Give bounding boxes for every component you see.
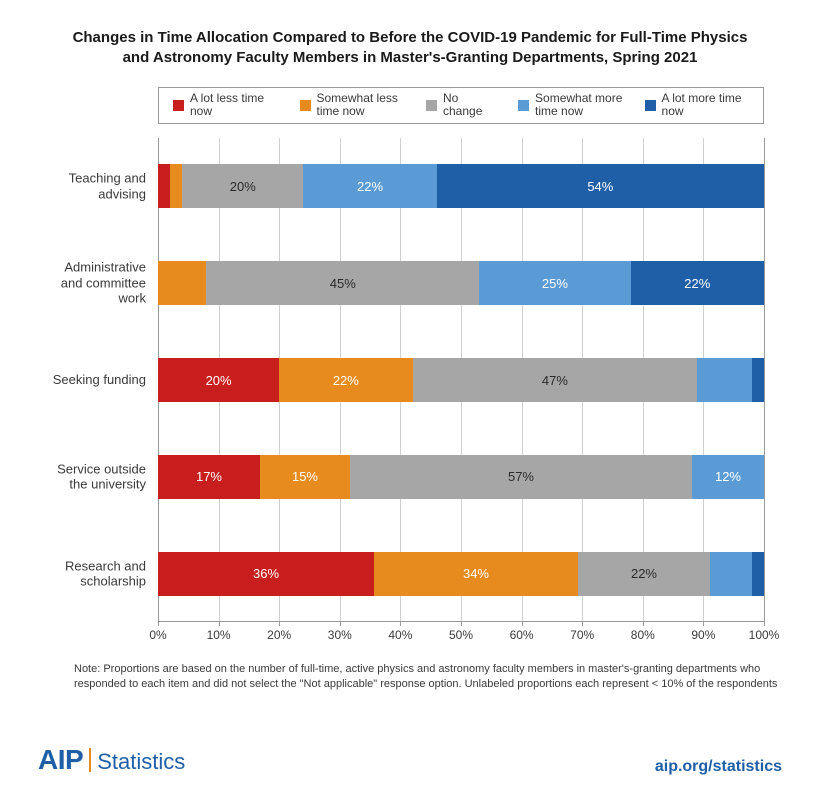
stacked-bar: 17%15%57%12% [158,455,764,499]
legend-label: A lot more time now [662,92,750,120]
x-tick-label: 80% [631,628,655,642]
stacked-bar: 45%25%22% [158,261,764,305]
category-labels-column: Teaching and advising Administrative and … [48,138,158,622]
stacked-bar: 20%22%54% [158,164,764,208]
bar-segment: 22% [578,552,710,596]
figure-container: Changes in Time Allocation Compared to B… [0,0,820,802]
x-tick-label: 50% [449,628,473,642]
legend-item: Somewhat more time now [518,92,623,120]
legend-item: A lot less time now [173,92,278,120]
x-tick-label: 20% [267,628,291,642]
footnote: Note: Proportions are based on the numbe… [74,662,782,692]
bar-segment: 15% [260,455,350,499]
bar-segment: 47% [413,358,698,402]
bars-layer: 20%22%54%45%25%22%20%22%47%17%15%57%12%3… [158,138,764,622]
legend-label: Somewhat more time now [535,92,623,120]
logo-statistics-text: Statistics [97,749,185,775]
x-tick-label: 90% [691,628,715,642]
bar-segment [752,552,764,596]
legend-item: No change [426,92,496,120]
bar-segment [710,552,752,596]
chart-title: Changes in Time Allocation Compared to B… [60,28,760,69]
x-tickmark [219,622,220,626]
x-tickmark [703,622,704,626]
x-tickmark [158,622,159,626]
x-tickmark [643,622,644,626]
category-label: Research and scholarship [48,558,146,589]
bar-segment: 22% [279,358,412,402]
plot-area: 20%22%54%45%25%22%20%22%47%17%15%57%12%3… [158,138,764,622]
chart-area: A lot less time now Somewhat less time no… [48,87,782,649]
footer: AIP Statistics aip.org/statistics [38,744,782,776]
x-tickmark [340,622,341,626]
legend-item: A lot more time now [645,92,750,120]
bar-segment: 20% [158,358,279,402]
legend-label: Somewhat less time now [317,92,405,120]
bar-segment: 54% [437,164,764,208]
bar-segment [697,358,752,402]
category-label: Service outside the university [48,461,146,492]
chart-shell: Teaching and advising Administrative and … [48,138,782,622]
logo-aip-text: AIP [38,744,83,776]
bar-segment: 22% [303,164,436,208]
x-tickmark [279,622,280,626]
x-tick-label: 100% [749,628,780,642]
stacked-bar: 20%22%47% [158,358,764,402]
legend-label: No change [443,92,496,120]
bar-segment: 34% [374,552,578,596]
bar-segment [170,164,182,208]
bar-segment: 17% [158,455,260,499]
x-tick-label: 10% [207,628,231,642]
legend-swatch [173,100,184,111]
bar-segment: 36% [158,552,374,596]
source-url: aip.org/statistics [655,758,782,776]
x-tick-label: 30% [328,628,352,642]
legend-label: A lot less time now [190,92,278,120]
bar-segment: 45% [206,261,479,305]
logo-divider [89,748,91,772]
category-label: Administrative and committee work [48,260,146,307]
x-tick-label: 70% [570,628,594,642]
aip-logo: AIP Statistics [38,744,185,776]
x-tick-label: 40% [388,628,412,642]
x-tickmark [522,622,523,626]
legend-item: Somewhat less time now [300,92,405,120]
bar-segment [158,261,206,305]
bar-segment: 20% [182,164,303,208]
gridline [764,138,765,622]
x-tickmark [461,622,462,626]
legend-swatch [426,100,437,111]
bar-segment: 22% [631,261,764,305]
bar-segment [158,164,170,208]
legend-swatch [518,100,529,111]
bar-segment: 25% [479,261,631,305]
bar-segment: 12% [692,455,764,499]
stacked-bar: 36%34%22% [158,552,764,596]
x-axis: 0%10%20%30%40%50%60%70%80%90%100% [158,622,764,648]
x-tickmark [582,622,583,626]
bar-segment: 57% [350,455,692,499]
x-tick-label: 60% [510,628,534,642]
x-tickmark [764,622,765,626]
legend: A lot less time now Somewhat less time no… [158,87,764,125]
x-tick-label: 0% [149,628,166,642]
category-label: Seeking funding [48,372,146,388]
category-label: Teaching and advising [48,171,146,202]
x-tickmark [400,622,401,626]
legend-swatch [300,100,311,111]
legend-swatch [645,100,656,111]
bar-segment [752,358,764,402]
